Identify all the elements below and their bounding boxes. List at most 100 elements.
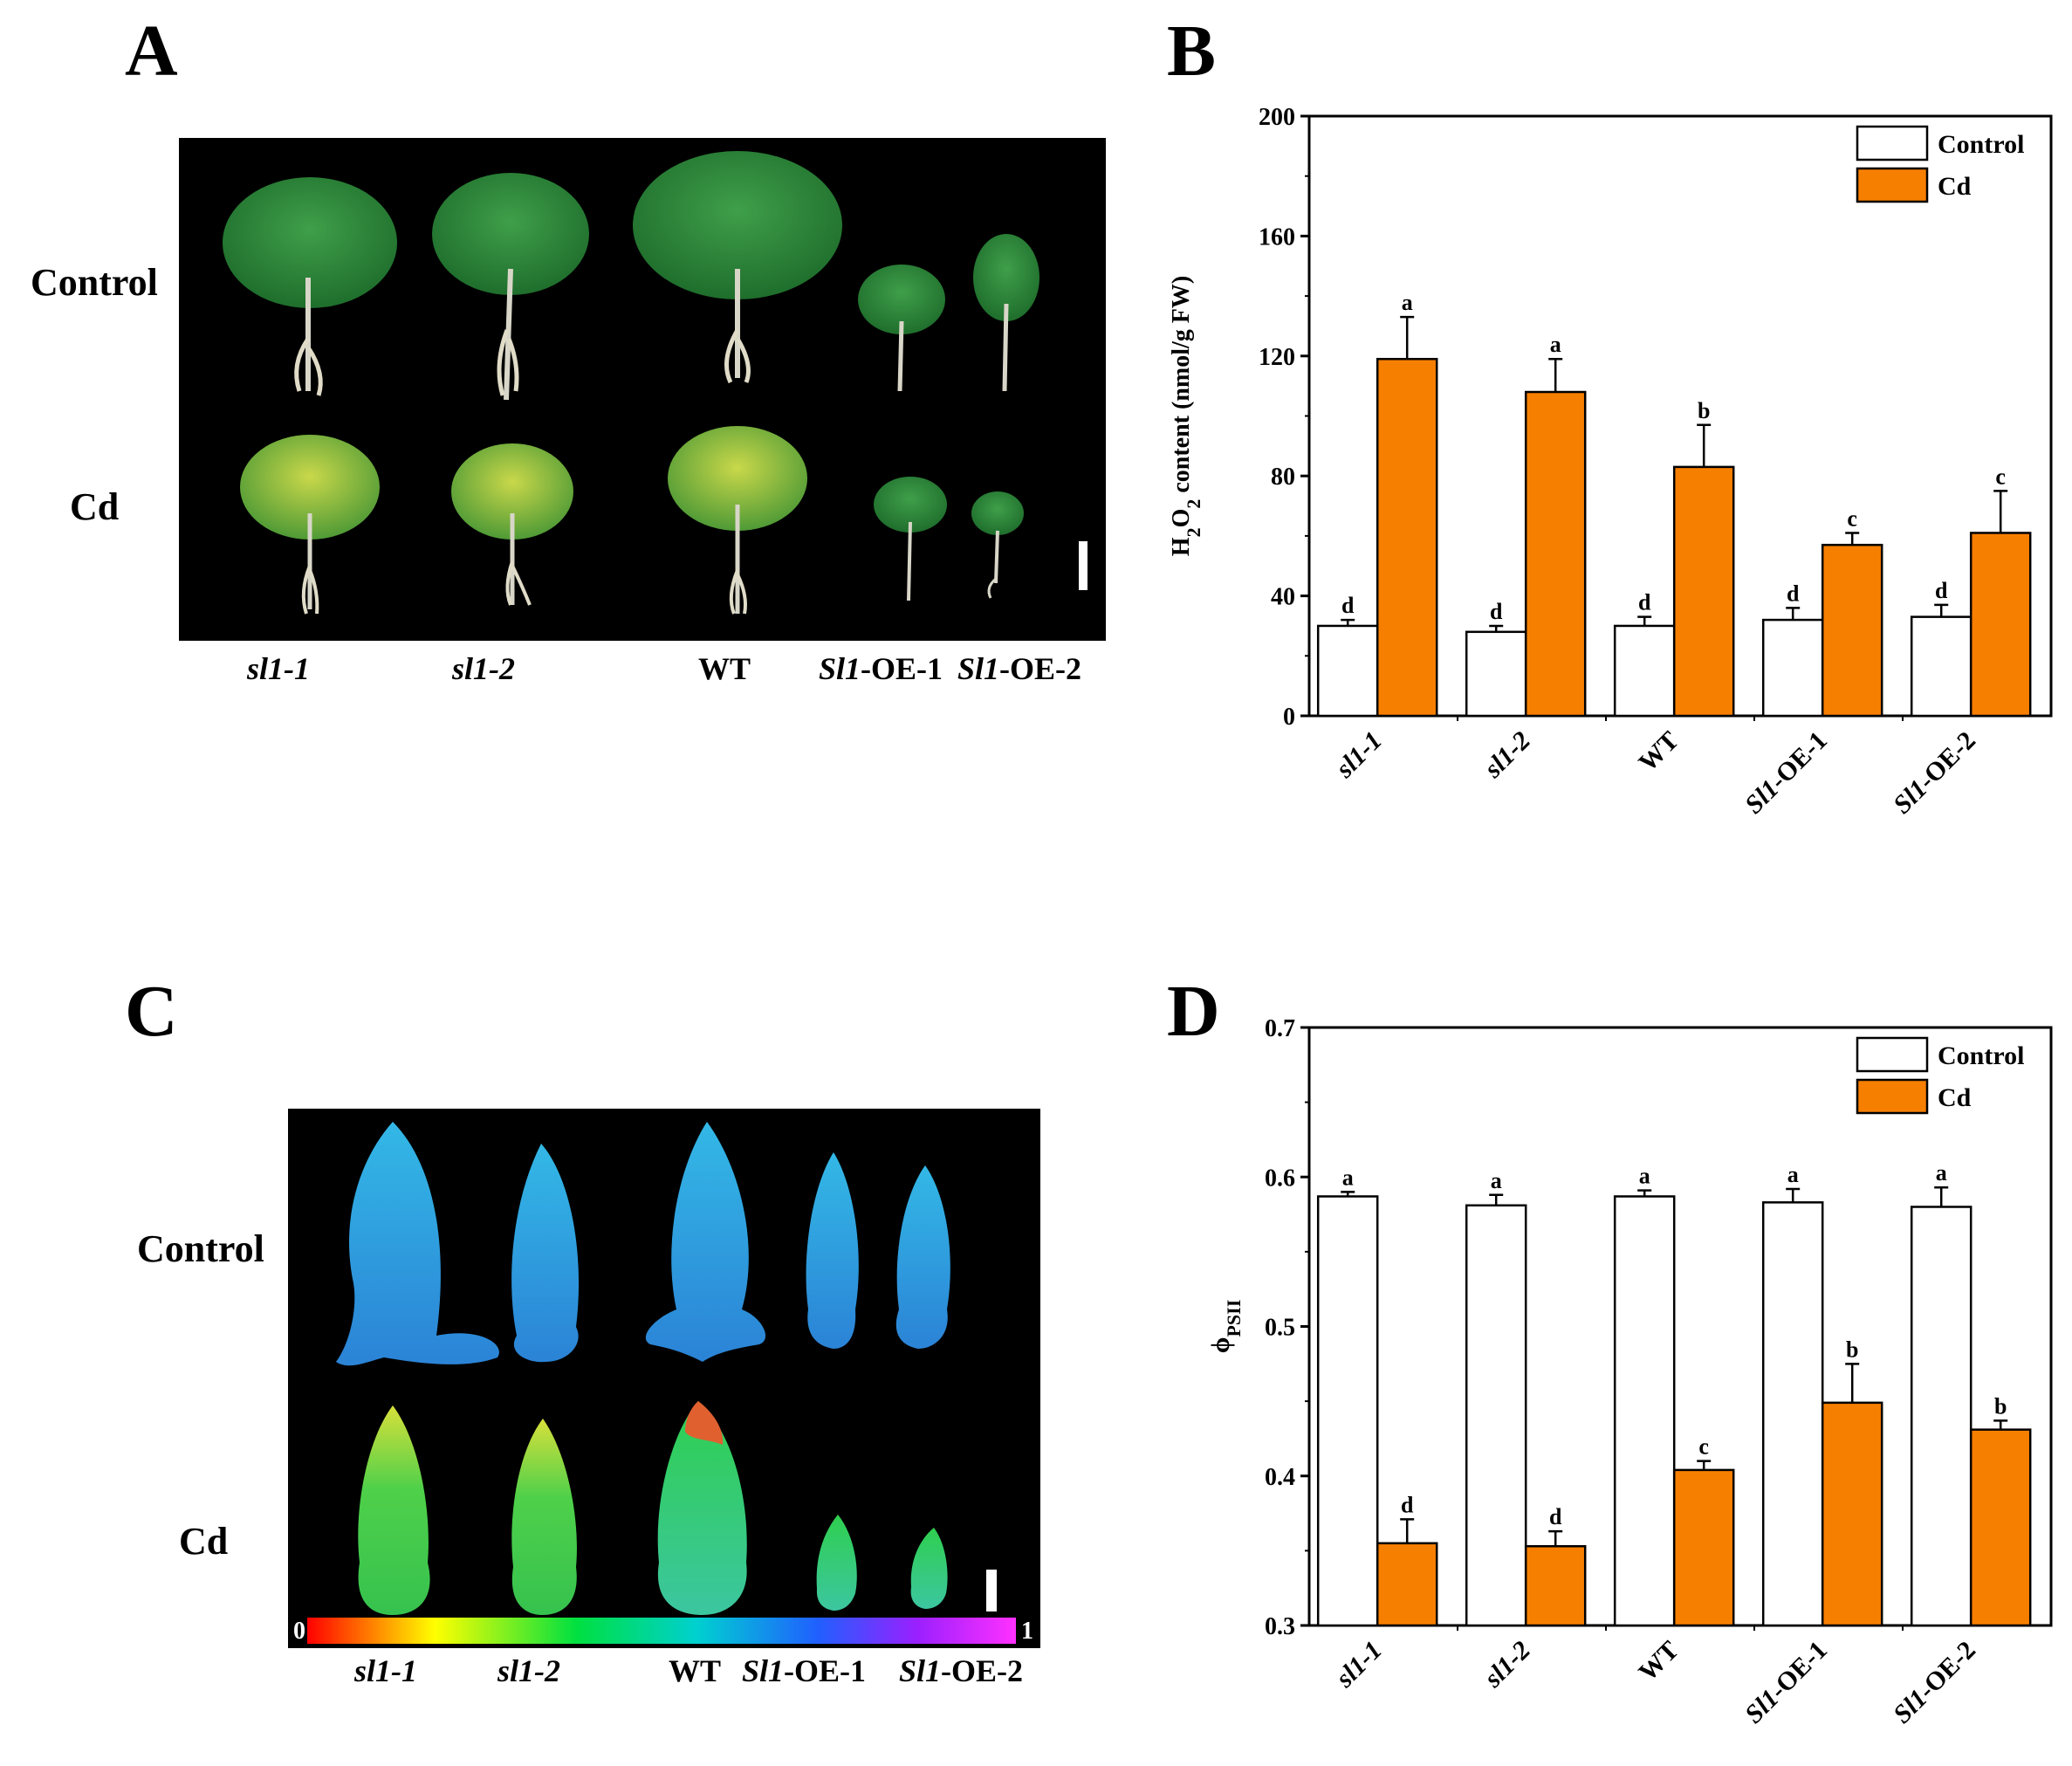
leaf-control-wt [645,1122,766,1362]
x-tick-label: sl1-1 [1329,726,1387,784]
plant-cd-sl1-oe-2 [971,491,1024,599]
x-tick-label: WT [1633,726,1684,778]
panel-a-plant-photo [179,138,1106,641]
significance-letter: a [1402,290,1413,315]
bar-cd-2 [1672,465,1735,718]
bar-control-3 [1761,618,1824,718]
leaf-cd-sl1-2 [511,1419,577,1615]
significance-letter: d [1490,599,1503,624]
plant-control-sl1-oe-2 [973,234,1039,392]
y-axis-label-part: 2 [1183,527,1204,537]
panel-c-fluorescence-image: 0 1 [288,1109,1040,1648]
panel-b-letter: B [1167,10,1217,92]
panel-c-genotype-label: Sl1-OE-2 [899,1653,1024,1688]
plant-control-sl1-2 [432,173,589,401]
bar-cd-0 [1376,357,1438,718]
y-axis-label-part: content (nmol/g FW) [1168,276,1195,499]
x-tick-label: Sl1-OE-1 [1739,1636,1833,1729]
x-tick-label-italic: sl1-2 [1478,726,1535,784]
y-axis-label-part: H [1168,537,1195,556]
legend-label-cd: Cd [1938,172,1972,201]
bar-cd-3 [1821,1401,1883,1627]
leaf-cd-wt [657,1401,747,1615]
bar-cd-0 [1376,1542,1438,1627]
panel-d-letter: D [1167,971,1220,1052]
x-tick-label-plain: -OE-2 [1912,1636,1981,1705]
panel-c-scale-bar [986,1570,997,1611]
panel-a-genotype-label: sl1-2 [452,651,515,686]
bar-cd-1 [1524,1544,1587,1627]
x-tick-label: Sl1-OE-1 [1739,726,1833,820]
y-tick-label: 0.6 [1265,1165,1295,1192]
significance-letter: d [1341,593,1355,618]
bar-control-1 [1465,1204,1527,1627]
x-tick-label: sl1-2 [1478,1636,1535,1694]
legend-label-control: Control [1938,130,2024,159]
bar-control-0 [1316,1195,1379,1627]
panel-a-genotype-label: Sl1-OE-2 [957,651,1082,686]
x-tick-label-italic: sl1-2 [1478,1636,1535,1694]
x-tick-label-plain: -OE-1 [1764,1636,1833,1705]
bar-control-2 [1613,624,1676,718]
bar-cd-4 [1969,532,2032,718]
plant-cd-wt [668,426,807,615]
significance-letter: a [1550,332,1561,357]
x-tick-label-italic: sl1-1 [1329,726,1387,784]
legend-label-control: Control [1938,1041,2024,1070]
colorbar-max-label: 1 [1021,1618,1033,1645]
plant-cd-sl1-oe-1 [874,477,947,601]
plant-control-sl1-oe-1 [858,265,945,392]
bar-control-2 [1613,1195,1676,1627]
bar-cd-1 [1524,390,1587,718]
x-tick-label-plain: WT [1633,1636,1684,1687]
leaf-drawings: 0 1 [293,1122,1033,1645]
x-tick-label: Sl1-OE-2 [1888,726,1981,820]
y-axis-label-part: O [1168,509,1195,528]
colorbar [307,1618,1016,1644]
significance-letter: d [1401,1492,1414,1517]
plant-cd-sl1-1 [240,435,380,615]
panel-a-row-label-control: Control [31,261,158,304]
bar-control-0 [1316,624,1379,718]
y-tick-label: 0.5 [1265,1315,1295,1342]
significance-letter: b [1846,1337,1858,1362]
significance-letter: a [1342,1165,1354,1190]
y-axis-label-part: 2 [1183,499,1204,509]
y-axis-label: ϕPSII [1206,1300,1245,1354]
y-tick-label: 0.3 [1265,1613,1295,1640]
legend-swatch-cd [1856,167,1929,203]
y-tick-label: 0 [1283,704,1295,731]
significance-letter: b [1994,1393,2007,1419]
x-tick-label-plain: -OE-2 [1912,726,1981,795]
panel-a-scale-bar [1079,541,1087,590]
y-tick-label: 0.4 [1265,1464,1295,1491]
bar-cd-4 [1969,1428,2032,1627]
panel-a-genotype-label: sl1-1 [247,651,310,686]
leaf-cd-sl1-oe-2 [910,1528,948,1609]
y-tick-label: 80 [1271,464,1295,491]
bar-control-4 [1910,1206,1973,1627]
colorbar-min-label: 0 [293,1618,305,1645]
x-tick-label: Sl1-OE-2 [1888,1636,1981,1729]
leaf-control-sl1-oe-1 [806,1152,859,1349]
y-tick-label: 120 [1259,344,1295,371]
y-axis-label-part: ϕ [1206,1337,1235,1354]
legend-swatch-cd [1856,1078,1929,1115]
significance-letter: d [1638,590,1651,615]
panel-a-genotype-label: WT [698,651,751,686]
bar-cd-3 [1821,543,1883,718]
significance-letter: a [1787,1162,1799,1187]
significance-letter: c [1995,464,2006,489]
x-tick-label: sl1-1 [1329,1636,1387,1694]
plant-drawings [223,151,1039,615]
y-axis-label-part: PSII [1223,1300,1245,1337]
y-axis-label: H2O2 content (nmol/g FW) [1168,276,1204,556]
plant-cd-sl1-2 [451,443,573,606]
x-tick-label-italic: sl1-1 [1329,1636,1387,1694]
panel-c-genotype-label: Sl1-OE-1 [742,1653,867,1688]
x-tick-label: sl1-2 [1478,726,1535,784]
y-tick-label: 40 [1271,584,1295,611]
panel-a-row-label-cd: Cd [70,485,120,528]
bar-control-1 [1465,630,1527,718]
leaf-control-sl1-1 [336,1122,499,1366]
